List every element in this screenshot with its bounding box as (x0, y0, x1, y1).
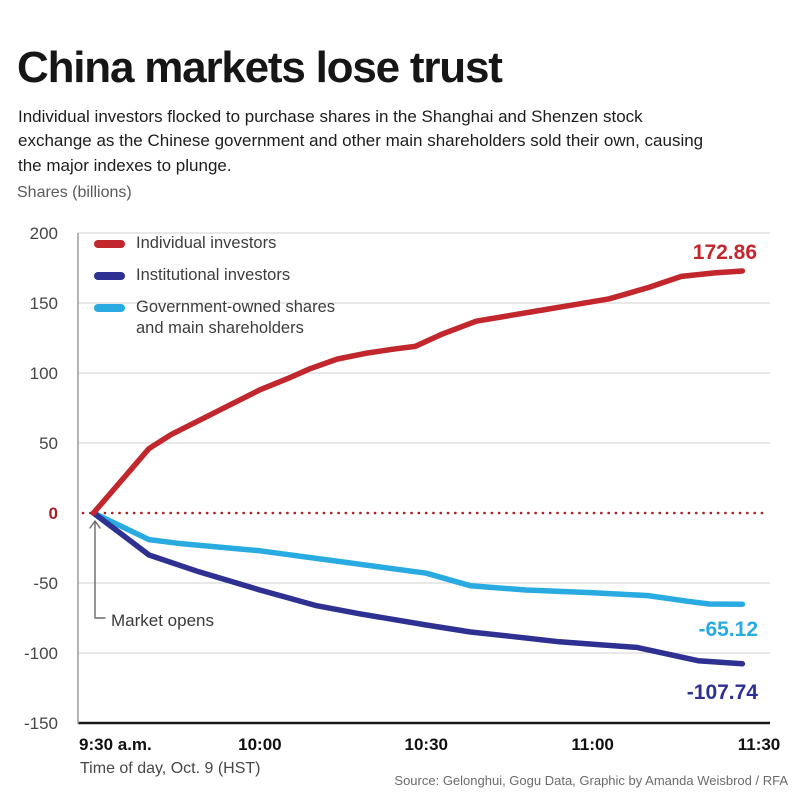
legend-swatch-institutional-investors (94, 272, 125, 280)
y-tick-label-100: 100 (30, 364, 58, 383)
legend-label: Institutional investors (136, 265, 290, 286)
y-tick-label--50: -50 (33, 574, 58, 593)
series-line-institutional-investors (90, 510, 746, 667)
legend-swatch-individual-investors (94, 240, 125, 248)
series-end-label-institutional-investors: -107.74 (687, 681, 759, 704)
legend-label-line: Government-owned shares (136, 298, 336, 316)
source-credit: Source: Gelonghui, Gogu Data, Graphic by… (394, 773, 788, 788)
legend-label: Government-owned shares and main shareho… (136, 297, 335, 339)
chart-subtitle: Individual investors flocked to purchase… (18, 107, 704, 175)
chart-legend: Individual investors Institutional inves… (94, 233, 335, 339)
legend-label-line: Institutional investors (136, 266, 291, 284)
line-chart: 200 150 100 50 0 -50 -100 -150 9:30 a.m. 10:00 10:… (24, 224, 781, 754)
y-tick-label-0: 0 (49, 504, 58, 523)
x-tick-label-9-30-a-m: 9:30 a.m. (79, 735, 152, 754)
legend-item-institutional-investors: Institutional investors (94, 265, 335, 286)
x-tick-label-11-30: 11:30 (738, 735, 781, 754)
y-tick-label--100: -100 (24, 644, 58, 663)
x-tick-label-10-00: 10:00 (238, 735, 281, 754)
legend-item-individual-investors: Individual investors (94, 233, 335, 254)
legend-item-government-owned-shares: Government-owned shares and main shareho… (94, 297, 335, 339)
y-tick-label-150: 150 (30, 294, 58, 313)
y-axis-unit-label: Shares (billions) (17, 184, 132, 201)
market-opens-annotation: Market opens (111, 611, 214, 630)
series-end-label-government-owned-shares-and-main-shareholders: -65.12 (698, 618, 758, 641)
market-opens-arrow (89, 520, 106, 619)
y-tick-label-200: 200 (30, 224, 58, 243)
x-tick-label-11-00: 11:00 (571, 735, 614, 754)
y-tick-label-50: 50 (39, 434, 58, 453)
x-axis-caption: Time of day, Oct. 9 (HST) (80, 760, 261, 777)
legend-label: Individual investors (136, 233, 276, 254)
x-tick-label-10-30: 10:30 (405, 735, 448, 754)
series-line-individual-investors (90, 268, 746, 516)
legend-label-line: Individual investors (136, 234, 277, 252)
series-line-government-owned-shares-and-main-shareholders (90, 510, 746, 607)
page-title: China markets lose trust (17, 43, 503, 93)
series-end-label-individual-investors: 172.86 (693, 241, 757, 264)
legend-swatch-government-owned-shares (94, 304, 125, 312)
y-tick-label--150: -150 (24, 714, 58, 733)
legend-label-line: and main shareholders (136, 319, 304, 337)
